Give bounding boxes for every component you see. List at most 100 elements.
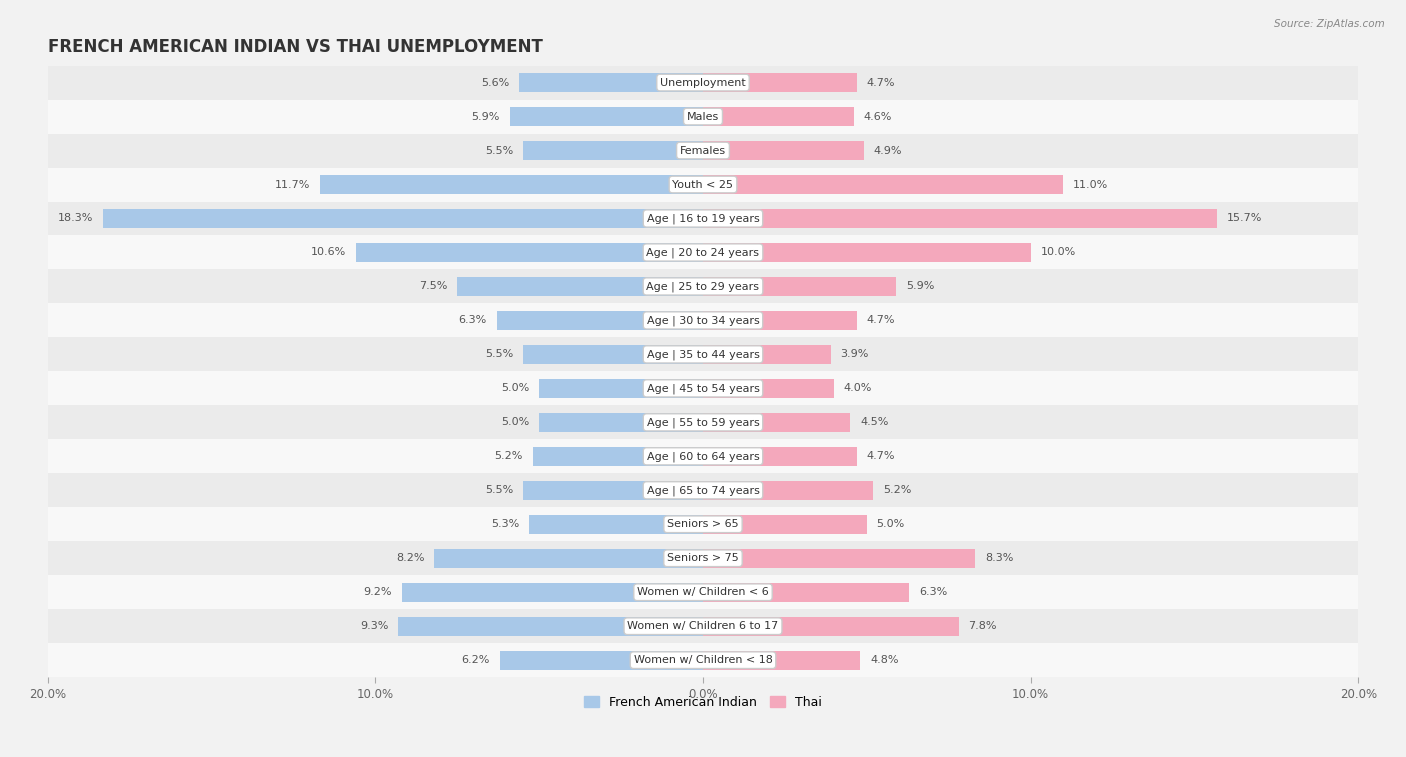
Bar bbox=[703, 175, 1063, 194]
Text: 5.0%: 5.0% bbox=[501, 417, 529, 428]
Text: Source: ZipAtlas.com: Source: ZipAtlas.com bbox=[1274, 19, 1385, 29]
Bar bbox=[703, 617, 959, 636]
Bar bbox=[509, 107, 703, 126]
Bar bbox=[48, 473, 1358, 507]
Text: Age | 45 to 54 years: Age | 45 to 54 years bbox=[647, 383, 759, 394]
Text: Age | 20 to 24 years: Age | 20 to 24 years bbox=[647, 248, 759, 257]
Text: 5.5%: 5.5% bbox=[485, 145, 513, 155]
Text: 9.3%: 9.3% bbox=[360, 621, 388, 631]
Text: 4.7%: 4.7% bbox=[868, 316, 896, 326]
Text: Seniors > 75: Seniors > 75 bbox=[666, 553, 740, 563]
Bar bbox=[48, 133, 1358, 167]
Text: 5.6%: 5.6% bbox=[481, 77, 509, 88]
Bar bbox=[356, 243, 703, 262]
Bar bbox=[48, 643, 1358, 678]
Text: 6.3%: 6.3% bbox=[458, 316, 486, 326]
Bar bbox=[533, 447, 703, 466]
Text: 4.5%: 4.5% bbox=[860, 417, 889, 428]
Text: 7.8%: 7.8% bbox=[969, 621, 997, 631]
Text: 3.9%: 3.9% bbox=[841, 350, 869, 360]
Bar bbox=[538, 413, 703, 431]
Bar bbox=[703, 379, 834, 397]
Text: Youth < 25: Youth < 25 bbox=[672, 179, 734, 189]
Bar bbox=[703, 549, 974, 568]
Text: 18.3%: 18.3% bbox=[58, 213, 93, 223]
Text: 5.9%: 5.9% bbox=[907, 282, 935, 291]
Bar bbox=[703, 142, 863, 160]
Text: Age | 35 to 44 years: Age | 35 to 44 years bbox=[647, 349, 759, 360]
Bar bbox=[434, 549, 703, 568]
Text: Women w/ Children 6 to 17: Women w/ Children 6 to 17 bbox=[627, 621, 779, 631]
Text: Women w/ Children < 6: Women w/ Children < 6 bbox=[637, 587, 769, 597]
Text: Women w/ Children < 18: Women w/ Children < 18 bbox=[634, 655, 772, 665]
Bar bbox=[48, 541, 1358, 575]
Bar bbox=[703, 583, 910, 602]
Text: 4.6%: 4.6% bbox=[863, 111, 891, 122]
Text: 10.6%: 10.6% bbox=[311, 248, 346, 257]
Text: 5.9%: 5.9% bbox=[471, 111, 499, 122]
Bar bbox=[496, 311, 703, 330]
Bar bbox=[703, 107, 853, 126]
Text: 8.3%: 8.3% bbox=[984, 553, 1014, 563]
Bar bbox=[48, 439, 1358, 473]
Bar bbox=[523, 481, 703, 500]
Text: 5.0%: 5.0% bbox=[877, 519, 905, 529]
Bar bbox=[703, 243, 1031, 262]
Text: 10.0%: 10.0% bbox=[1040, 248, 1076, 257]
Text: Age | 25 to 29 years: Age | 25 to 29 years bbox=[647, 281, 759, 291]
Text: FRENCH AMERICAN INDIAN VS THAI UNEMPLOYMENT: FRENCH AMERICAN INDIAN VS THAI UNEMPLOYM… bbox=[48, 38, 543, 56]
Text: 5.5%: 5.5% bbox=[485, 350, 513, 360]
Bar bbox=[48, 167, 1358, 201]
Text: Age | 60 to 64 years: Age | 60 to 64 years bbox=[647, 451, 759, 462]
Text: Age | 16 to 19 years: Age | 16 to 19 years bbox=[647, 213, 759, 224]
Bar bbox=[703, 277, 897, 296]
Bar bbox=[519, 73, 703, 92]
Bar bbox=[703, 209, 1218, 228]
Text: 11.7%: 11.7% bbox=[274, 179, 309, 189]
Bar bbox=[319, 175, 703, 194]
Bar bbox=[457, 277, 703, 296]
Bar bbox=[523, 142, 703, 160]
Bar bbox=[48, 338, 1358, 372]
Bar bbox=[703, 73, 858, 92]
Text: 4.7%: 4.7% bbox=[868, 451, 896, 461]
Text: 4.8%: 4.8% bbox=[870, 655, 898, 665]
Text: 9.2%: 9.2% bbox=[363, 587, 392, 597]
Text: 5.3%: 5.3% bbox=[491, 519, 519, 529]
Bar bbox=[703, 481, 873, 500]
Bar bbox=[703, 651, 860, 669]
Bar bbox=[48, 372, 1358, 405]
Bar bbox=[529, 515, 703, 534]
Bar bbox=[703, 515, 868, 534]
Text: 5.2%: 5.2% bbox=[495, 451, 523, 461]
Text: 4.9%: 4.9% bbox=[873, 145, 901, 155]
Text: 4.7%: 4.7% bbox=[868, 77, 896, 88]
Text: Seniors > 65: Seniors > 65 bbox=[668, 519, 738, 529]
Text: 6.3%: 6.3% bbox=[920, 587, 948, 597]
Bar bbox=[48, 609, 1358, 643]
Bar bbox=[48, 235, 1358, 269]
Text: 7.5%: 7.5% bbox=[419, 282, 447, 291]
Bar bbox=[48, 507, 1358, 541]
Text: Age | 65 to 74 years: Age | 65 to 74 years bbox=[647, 485, 759, 496]
Text: Males: Males bbox=[688, 111, 718, 122]
Bar bbox=[48, 100, 1358, 133]
Bar bbox=[523, 345, 703, 364]
Bar bbox=[48, 405, 1358, 439]
Text: 11.0%: 11.0% bbox=[1073, 179, 1108, 189]
Bar bbox=[703, 447, 858, 466]
Text: Females: Females bbox=[681, 145, 725, 155]
Text: Age | 30 to 34 years: Age | 30 to 34 years bbox=[647, 315, 759, 326]
Bar bbox=[398, 617, 703, 636]
Bar bbox=[48, 66, 1358, 100]
Bar bbox=[48, 575, 1358, 609]
Bar bbox=[703, 345, 831, 364]
Bar bbox=[499, 651, 703, 669]
Text: 5.2%: 5.2% bbox=[883, 485, 911, 495]
Text: 5.5%: 5.5% bbox=[485, 485, 513, 495]
Legend: French American Indian, Thai: French American Indian, Thai bbox=[579, 690, 827, 714]
Text: 8.2%: 8.2% bbox=[396, 553, 425, 563]
Bar bbox=[48, 269, 1358, 304]
Text: Unemployment: Unemployment bbox=[661, 77, 745, 88]
Bar bbox=[703, 413, 851, 431]
